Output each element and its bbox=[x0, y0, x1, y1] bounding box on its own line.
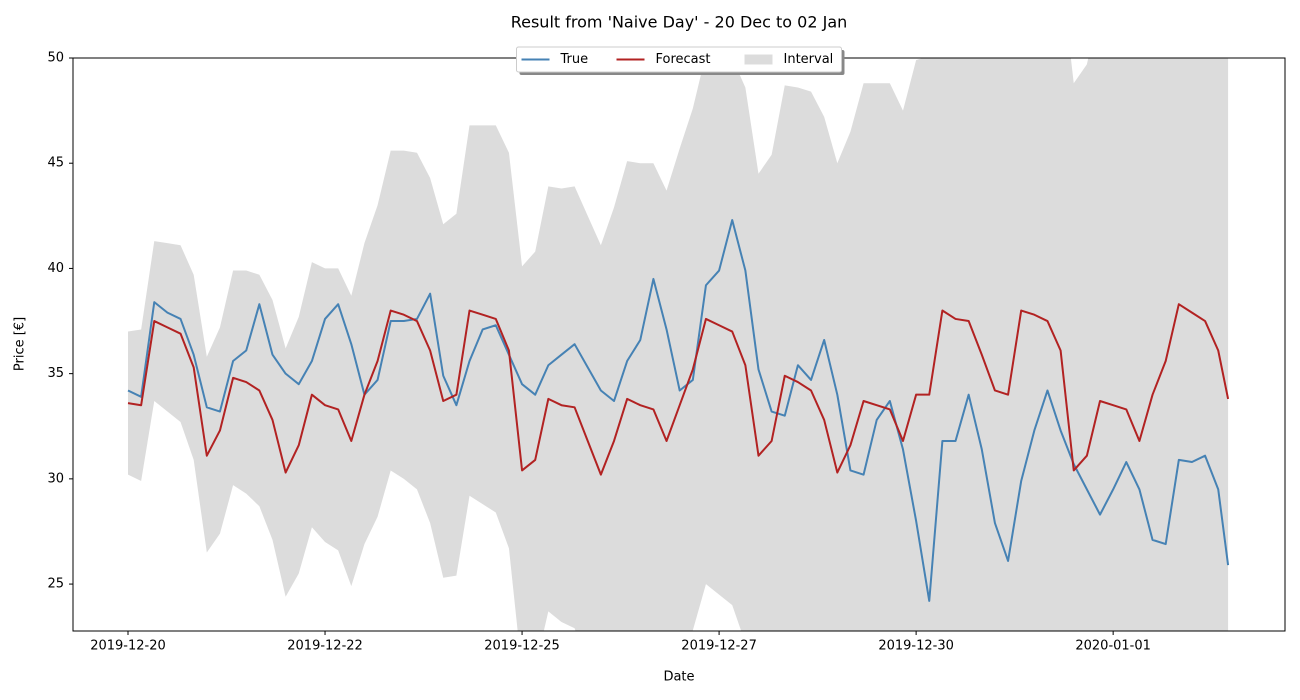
y-tick-label: 30 bbox=[47, 471, 64, 486]
y-tick-label: 25 bbox=[47, 577, 64, 592]
series-line bbox=[127, 303, 1230, 476]
legend-label: True bbox=[560, 52, 589, 67]
y-axis-label: Price [€] bbox=[13, 317, 28, 371]
chart-title: Result from 'Naive Day' - 20 Dec to 02 J… bbox=[511, 13, 848, 32]
legend-label: Interval bbox=[784, 52, 834, 67]
legend-swatch bbox=[744, 54, 773, 65]
interval-band bbox=[128, 58, 1229, 631]
y-tick-label: 50 bbox=[47, 51, 64, 66]
y-tick-label: 35 bbox=[47, 366, 64, 381]
legend-box bbox=[516, 46, 842, 73]
y-tick-label: 40 bbox=[47, 261, 64, 276]
x-axis-label: Date bbox=[663, 670, 694, 685]
legend-label: Forecast bbox=[656, 52, 711, 67]
y-tick-label: 45 bbox=[47, 156, 64, 171]
plot-area bbox=[127, 58, 1230, 631]
series-line bbox=[127, 219, 1230, 602]
x-tick-label: 2020-01-01 bbox=[1075, 639, 1151, 654]
x-tick-label: 2019-12-25 bbox=[484, 639, 560, 654]
x-tick-label: 2019-12-22 bbox=[287, 639, 363, 654]
x-tick-label: 2019-12-27 bbox=[681, 639, 757, 654]
x-tick-label: 2019-12-30 bbox=[878, 639, 954, 654]
x-tick-label: 2019-12-20 bbox=[90, 639, 166, 654]
